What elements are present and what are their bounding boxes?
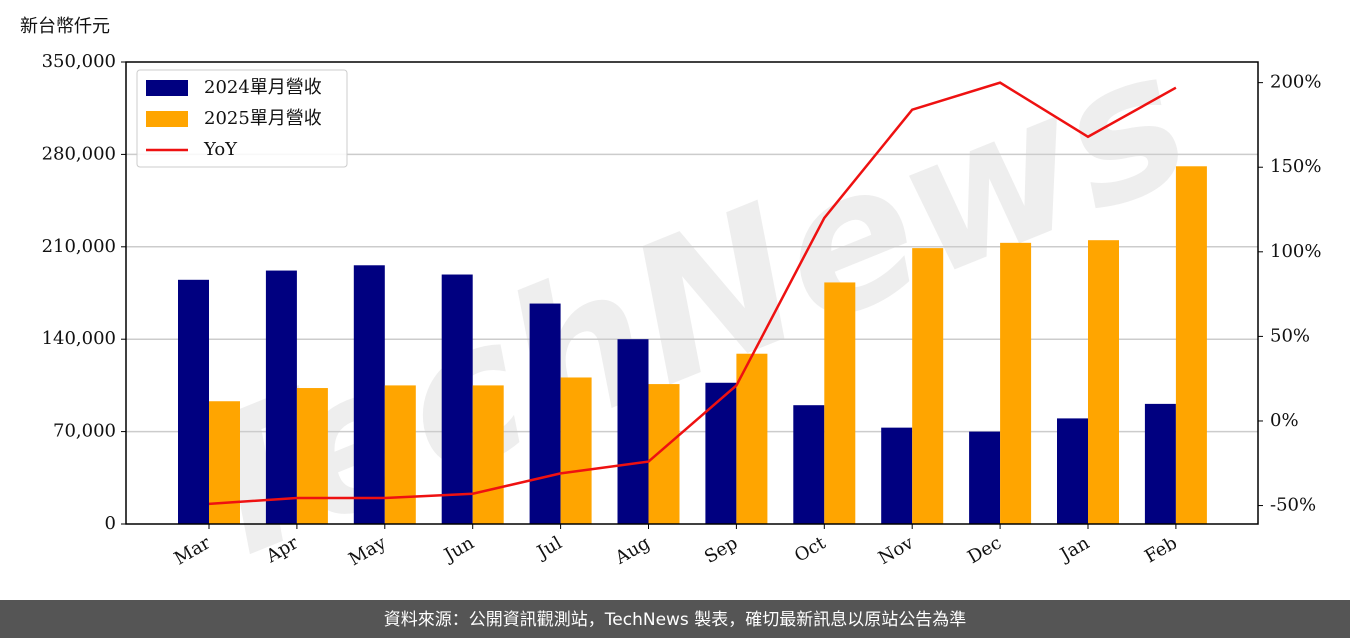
bar — [529, 303, 561, 524]
bar — [705, 382, 737, 524]
legend-label: 2025單月營收 — [204, 108, 322, 129]
y2-tick-label: 150% — [1270, 156, 1321, 177]
legend-label: 2024單月營收 — [204, 77, 322, 98]
y-tick-label: 140,000 — [42, 328, 116, 349]
y-tick-label: 280,000 — [42, 143, 116, 164]
y2-tick-label: 100% — [1270, 241, 1321, 262]
y-axis-title: 新台幣仟元 — [20, 16, 110, 37]
footer-band — [0, 600, 1350, 638]
x-tick-label: Jul — [532, 532, 566, 564]
y2-tick-label: 50% — [1270, 325, 1310, 346]
y-tick-label: 350,000 — [42, 51, 116, 72]
legend-swatch — [146, 111, 188, 127]
x-tick-label: Jan — [1055, 532, 1093, 566]
x-tick-label: Aug — [611, 532, 654, 569]
x-tick-label: Sep — [701, 532, 741, 567]
x-tick-label: Oct — [791, 532, 830, 567]
bar — [969, 431, 1001, 524]
x-tick-label: Dec — [964, 532, 1005, 568]
bar — [793, 405, 825, 524]
bar — [1057, 418, 1088, 524]
y-tick-label: 210,000 — [42, 236, 116, 257]
bar — [178, 279, 209, 524]
bar — [881, 427, 913, 524]
bar — [736, 353, 768, 524]
bar — [384, 385, 416, 524]
bar — [1175, 166, 1207, 524]
bar — [296, 388, 328, 524]
x-tick-label: Jun — [439, 532, 478, 567]
bar — [209, 401, 240, 524]
x-tick-label: Nov — [875, 532, 918, 569]
bar — [1144, 403, 1176, 524]
y-tick-label: 70,000 — [53, 421, 116, 442]
bar — [1000, 242, 1032, 524]
bar — [1088, 240, 1119, 524]
legend-swatch — [146, 80, 188, 96]
bar — [472, 385, 504, 524]
bar — [648, 384, 680, 524]
line — [208, 81, 1177, 506]
bar — [824, 282, 856, 524]
bar — [912, 248, 944, 524]
plot-frame — [125, 61, 1259, 525]
legend-box — [136, 69, 348, 168]
bar — [560, 377, 592, 524]
y-tick-label: 0 — [105, 513, 116, 534]
y2-tick-label: 0% — [1270, 410, 1299, 431]
bar — [353, 265, 385, 524]
y2-tick-label: -50% — [1270, 495, 1316, 516]
y2-tick-label: 200% — [1270, 72, 1321, 93]
source: 資料來源：公開資訊觀測站，TechNews 製表，確切最新訊息以原站公告為準 — [384, 610, 966, 630]
bar — [441, 274, 473, 524]
legend-label: YoY — [203, 139, 238, 160]
x-tick-label: Feb — [1141, 532, 1181, 567]
bar — [265, 270, 297, 524]
bar — [617, 339, 649, 524]
